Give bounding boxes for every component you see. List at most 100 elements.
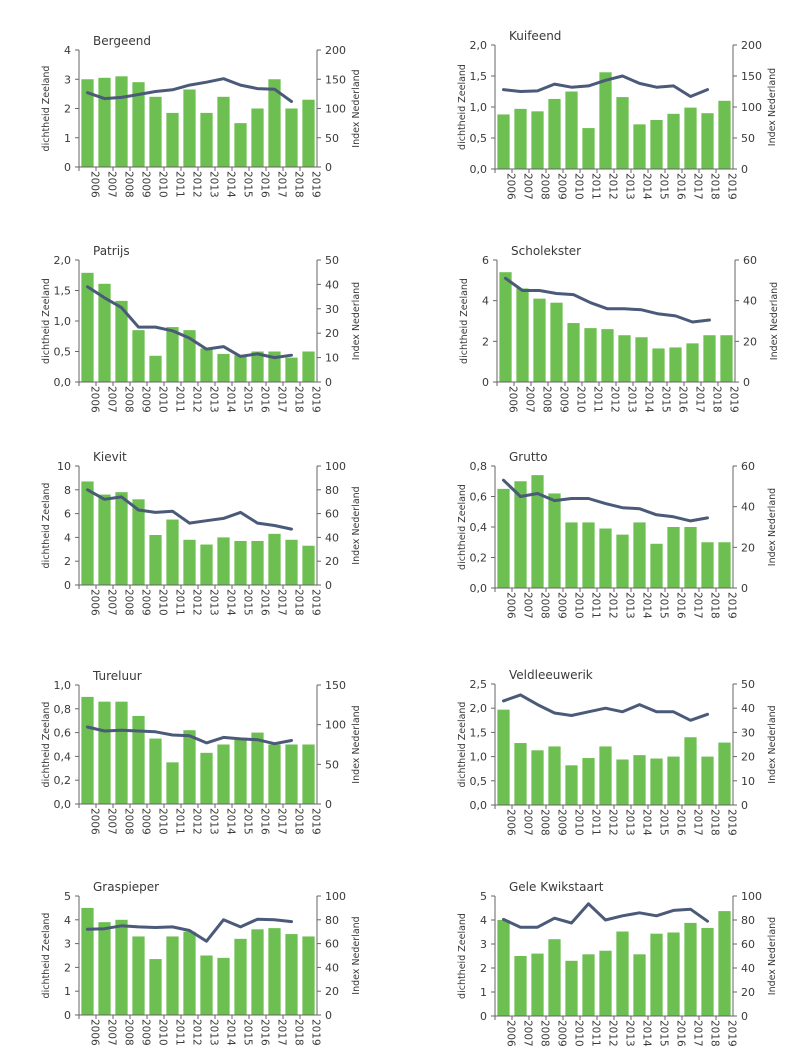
bar-2019 [718, 542, 731, 588]
x-tick-label: 2014 [641, 1020, 653, 1047]
left-tick-label: 5 [480, 890, 487, 903]
left-tick-label: 3 [64, 938, 71, 951]
left-tick-label: 1,5 [54, 285, 72, 298]
left-tick-label: 0,8 [470, 460, 488, 473]
y2-axis-label: Index Nederland [767, 705, 778, 783]
bar-2009 [548, 98, 561, 169]
bar-2010 [565, 960, 578, 1016]
left-tick-label: 0 [482, 376, 489, 389]
x-tick-label: 2010 [573, 173, 585, 200]
index-line [502, 693, 709, 722]
x-tick-label: 2019 [310, 808, 322, 835]
y-axis-label: dichtheid Zeeland [459, 278, 470, 364]
x-tick-label: 2006 [89, 171, 101, 198]
bar-2019 [302, 936, 315, 1015]
right-tick-label: 80 [325, 914, 339, 927]
bar-2007 [514, 956, 527, 1016]
index-line [504, 276, 711, 324]
left-tick-label: 2 [482, 335, 489, 348]
bar-2011 [584, 328, 597, 382]
bar-2019 [718, 911, 731, 1016]
left-tick-label: 4 [480, 914, 487, 927]
left-tick-label: 0,0 [470, 799, 488, 812]
x-tick-label: 2009 [140, 171, 152, 198]
bar-2009 [132, 82, 145, 167]
x-tick-label: 2015 [242, 171, 254, 198]
bar-2015 [650, 543, 663, 588]
bar-2011 [166, 112, 179, 167]
index-line [502, 478, 709, 523]
bar-2007 [98, 494, 111, 585]
x-tick-label: 2012 [191, 589, 203, 616]
x-tick-label: 2016 [675, 592, 687, 619]
bar-2010 [565, 91, 578, 169]
chart-veldleeuwerik: Veldleeuwerik 0,0 0,5 1,0 1,5 2,0 2,5 0 10 20 30 40… [404, 636, 807, 848]
left-tick-label: 1,0 [54, 679, 72, 692]
x-tick-label: 2006 [89, 1019, 101, 1046]
right-tick-label: 60 [741, 938, 755, 951]
x-tick-label: 2011 [590, 809, 602, 836]
y-axis-label: dichtheid Zeeland [41, 702, 52, 788]
right-tick-label: 30 [741, 726, 755, 739]
x-tick-label: 2014 [643, 386, 655, 413]
left-tick-label: 4 [64, 531, 71, 544]
left-tick-label: 6 [64, 508, 71, 521]
x-tick-label: 2013 [624, 173, 636, 200]
left-tick-label: 0 [480, 1010, 487, 1023]
left-tick-label: 0 [64, 161, 71, 174]
right-tick-label: 40 [741, 962, 755, 975]
chart-grutto: Grutto 0,0 0,2 0,4 0,6 0,8 0 20 40 60 2006 2007 2008… [404, 424, 807, 636]
right-tick-label: 20 [325, 985, 339, 998]
left-tick-label: 4 [482, 295, 489, 308]
bar-2008 [531, 750, 544, 805]
x-tick-label: 2018 [709, 173, 721, 200]
x-tick-label: 2012 [609, 386, 621, 413]
chart-kievit: Kievit 0 2 4 6 8 10 0 20 40 60 80 100 2006 2007 2008 200… [0, 424, 403, 636]
chart-title: Tureluur [92, 669, 142, 683]
x-tick-label: 2018 [709, 592, 721, 619]
x-tick-label: 2008 [539, 809, 551, 836]
x-tick-label: 2019 [728, 386, 740, 413]
x-tick-label: 2018 [293, 808, 305, 835]
bar-2007 [98, 701, 111, 804]
bar-2013 [200, 955, 213, 1015]
right-tick-label: 0 [741, 163, 748, 176]
bar-2016 [667, 756, 680, 805]
x-tick-label: 2018 [293, 1019, 305, 1046]
x-tick-label: 2015 [658, 809, 670, 836]
bar-2019 [720, 335, 733, 382]
bar-2015 [650, 758, 663, 805]
x-tick-label: 2008 [541, 386, 553, 413]
left-tick-label: 0,4 [54, 750, 72, 763]
left-tick-label: 1,0 [470, 751, 488, 764]
x-tick-label: 2010 [573, 1020, 585, 1047]
x-tick-label: 2009 [140, 808, 152, 835]
x-tick-label: 2016 [675, 1020, 687, 1047]
index-line [86, 285, 293, 360]
bar-2012 [601, 329, 614, 382]
bar-2012 [183, 539, 196, 585]
bar-2006 [499, 272, 512, 382]
left-tick-label: 4 [64, 914, 71, 927]
x-tick-label: 2007 [106, 171, 118, 198]
right-tick-label: 60 [325, 938, 339, 951]
x-tick-label: 2011 [174, 1019, 186, 1046]
bar-2012 [183, 730, 196, 804]
left-tick-label: 0 [64, 579, 71, 592]
bar-2017 [684, 527, 697, 588]
x-tick-label: 2015 [660, 386, 672, 413]
left-tick-label: 0,6 [470, 491, 488, 504]
bar-2010 [149, 355, 162, 382]
bar-2017 [268, 79, 281, 167]
x-tick-label: 2009 [558, 386, 570, 413]
right-tick-label: 100 [325, 719, 346, 732]
x-tick-label: 2019 [310, 589, 322, 616]
x-tick-label: 2011 [174, 386, 186, 413]
x-tick-label: 2017 [692, 1020, 704, 1047]
bar-2018 [701, 542, 714, 588]
bar-2018 [285, 934, 298, 1015]
right-tick-label: 0 [325, 1009, 332, 1022]
bar-2014 [217, 96, 230, 167]
bar-2008 [115, 492, 128, 585]
left-tick-label: 2,0 [54, 254, 72, 267]
